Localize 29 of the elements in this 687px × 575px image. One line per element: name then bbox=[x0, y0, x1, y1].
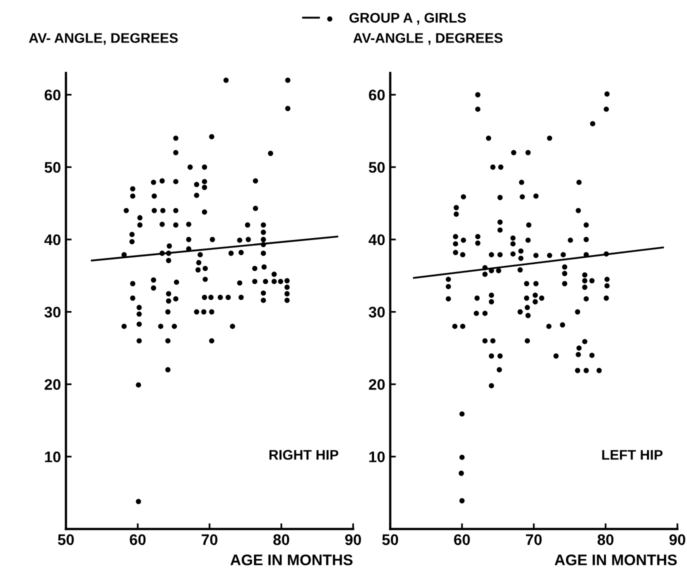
x-tick-label: 80 bbox=[598, 534, 614, 546]
x-axis-title: AGE IN MONTHS bbox=[554, 554, 677, 566]
annotation: RIGHT HIP bbox=[269, 450, 338, 460]
y-axis-title: AV-ANGLE , DEGREES bbox=[353, 33, 503, 45]
y-tick-label: 30 bbox=[44, 306, 60, 318]
x-tick-label: 90 bbox=[669, 534, 686, 546]
y-tick-label: 60 bbox=[44, 90, 60, 100]
x-axis-title: AGE IN MONTHS bbox=[230, 554, 353, 566]
x-tick-label: 50 bbox=[382, 534, 398, 546]
y-tick-label: 60 bbox=[368, 90, 385, 100]
y-tick-label: 30 bbox=[368, 306, 385, 318]
y-tick-label: 10 bbox=[369, 451, 385, 462]
y-tick-label: 20 bbox=[44, 379, 60, 390]
x-tick-label: 70 bbox=[526, 534, 542, 546]
x-tick-label: 80 bbox=[273, 534, 290, 546]
legend-label: GROUP A , GIRLS bbox=[349, 12, 466, 25]
y-tick-label: 20 bbox=[368, 379, 385, 390]
x-tick-label: 60 bbox=[130, 534, 146, 546]
x-tick-label: 70 bbox=[202, 534, 218, 546]
x-tick-label: 90 bbox=[345, 534, 361, 546]
annotation: LEFT HIP bbox=[602, 450, 663, 460]
y-axis-title: AV- ANGLE, DEGREES bbox=[28, 33, 178, 45]
x-tick-label: 50 bbox=[58, 534, 74, 546]
y-tick-label: 50 bbox=[368, 162, 385, 173]
x-tick-label: 60 bbox=[454, 534, 470, 546]
y-tick-label: 50 bbox=[44, 162, 60, 173]
y-tick-label: 40 bbox=[44, 234, 60, 246]
y-tick-label: 40 bbox=[368, 234, 385, 246]
y-tick-label: 10 bbox=[45, 451, 60, 462]
